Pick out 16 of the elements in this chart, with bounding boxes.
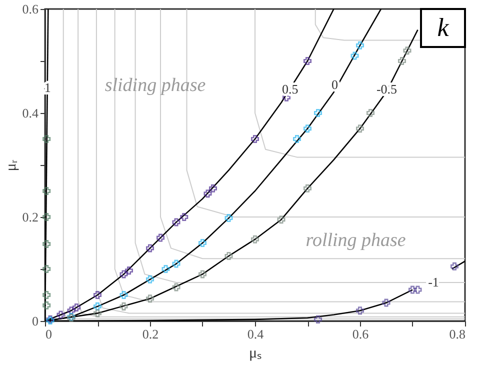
y-tick-label: 0 [32,314,38,328]
x-tick-label: 0 [46,326,52,342]
x-axis-title: μₛ [248,346,262,362]
x-tick-label: 0.8 [449,326,466,342]
x-tick-label: 0.6 [352,326,370,342]
y-tick-label: 0.2 [22,210,38,224]
annotation: rolling phase [306,230,406,251]
y-tick-label: 0.4 [22,106,39,120]
y-axis-title: μᵣ [3,159,20,172]
annotation: sliding phase [104,74,206,96]
x-tick-label: 0.4 [247,326,264,342]
annotation: -1 [428,274,439,290]
x-tick-label: 0.2 [142,326,159,342]
annotation: 0 [332,76,338,92]
y-tick-label: 0.6 [22,2,39,16]
annotation: k [437,13,450,42]
